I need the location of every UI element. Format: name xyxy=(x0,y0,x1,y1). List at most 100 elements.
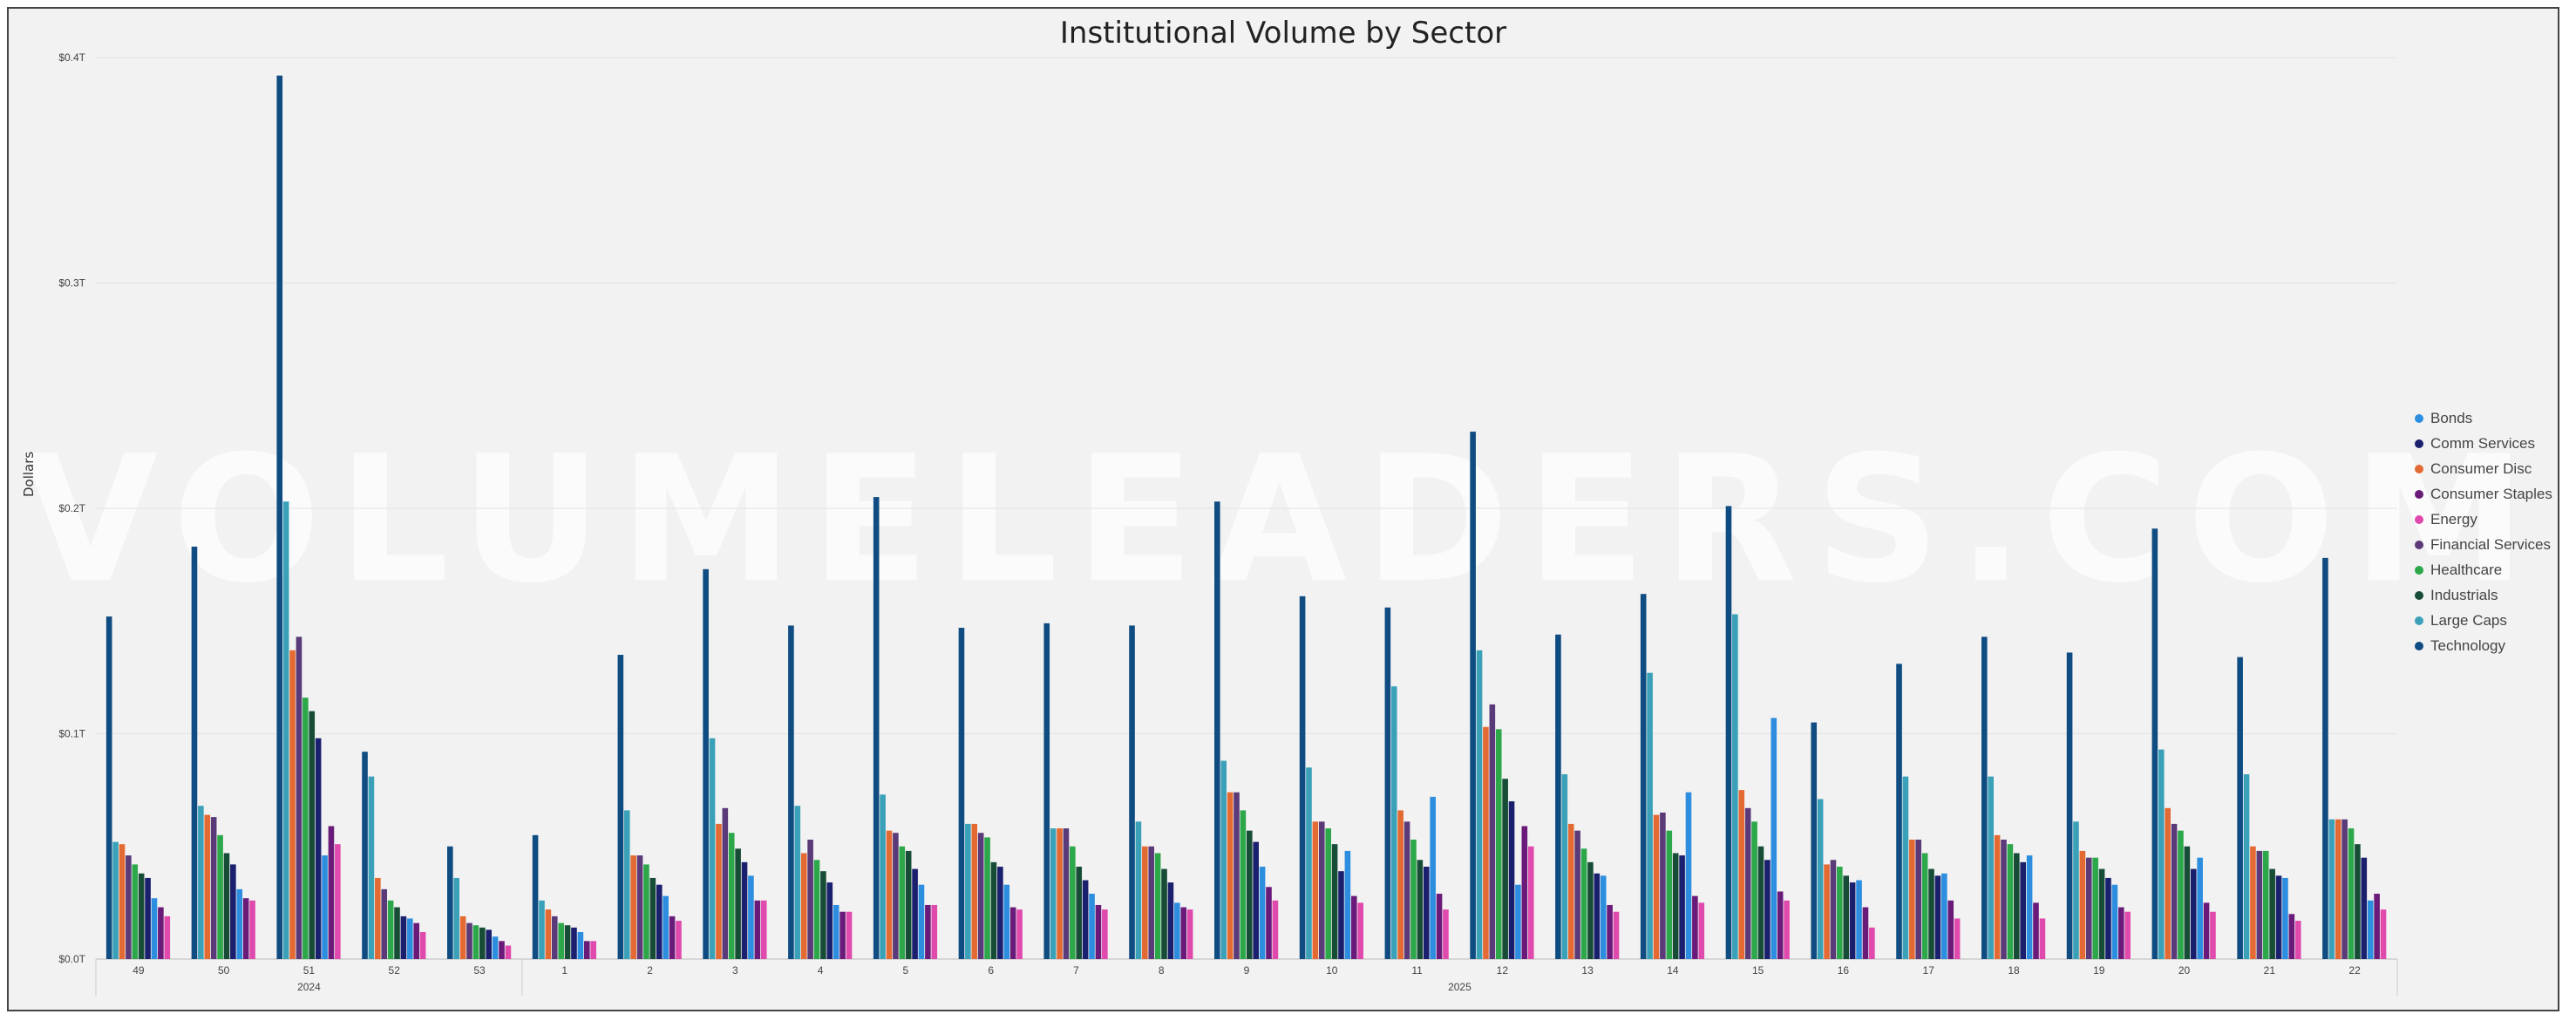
bar xyxy=(1757,846,1764,959)
bar xyxy=(486,929,492,959)
legend-item[interactable]: Bonds xyxy=(2415,405,2552,431)
legend-swatch xyxy=(2415,616,2423,625)
bar xyxy=(1266,887,1272,959)
bar xyxy=(2111,884,2118,959)
bar xyxy=(2098,868,2105,959)
x-tick-label: 14 xyxy=(1667,964,1679,977)
legend-item[interactable]: Consumer Staples xyxy=(2415,481,2552,507)
bar xyxy=(387,900,394,959)
bar xyxy=(1660,812,1666,959)
bar xyxy=(1003,884,1010,959)
bar xyxy=(1148,846,1155,959)
bar xyxy=(2165,807,2171,959)
bar xyxy=(1941,873,1947,959)
bar xyxy=(1129,625,1135,959)
bar xyxy=(2294,921,2301,959)
bar xyxy=(788,625,794,959)
bar xyxy=(447,846,453,959)
bar xyxy=(1613,911,1620,959)
x-tick-label: 15 xyxy=(1752,964,1764,977)
bar xyxy=(1227,792,1234,959)
legend-swatch xyxy=(2415,514,2423,524)
x-group-label: 2024 xyxy=(297,981,321,993)
bar xyxy=(656,884,663,959)
bar xyxy=(905,850,912,959)
bar xyxy=(741,861,748,959)
bar xyxy=(617,655,624,959)
bar xyxy=(419,931,426,959)
x-tick-label: 11 xyxy=(1411,964,1423,977)
legend-item[interactable]: Technology xyxy=(2415,633,2552,658)
legend-item[interactable]: Industrials xyxy=(2415,582,2552,608)
bar xyxy=(1397,810,1404,959)
bar xyxy=(1272,900,1279,959)
bar xyxy=(1306,767,1312,959)
bar xyxy=(1009,907,1016,959)
legend-swatch xyxy=(2415,641,2423,650)
bar xyxy=(1417,860,1424,959)
bar xyxy=(1849,882,1856,959)
bar xyxy=(1214,501,1220,959)
bar xyxy=(1344,850,1351,959)
bar xyxy=(230,864,236,959)
bar xyxy=(1430,796,1436,959)
bar xyxy=(1725,506,1732,959)
legend-item[interactable]: Large Caps xyxy=(2415,608,2552,633)
legend-label: Consumer Staples xyxy=(2430,485,2552,502)
legend-label: Comm Services xyxy=(2430,434,2535,452)
bar xyxy=(2288,914,2295,959)
bar xyxy=(2361,857,2368,959)
bar xyxy=(2282,877,2288,959)
bar xyxy=(1174,902,1180,959)
y-tick-label: $0.0T xyxy=(58,953,85,965)
bar xyxy=(1824,864,1830,959)
bar xyxy=(807,839,813,959)
x-tick-label: 50 xyxy=(218,964,230,977)
bar xyxy=(413,922,420,959)
bar xyxy=(1934,875,1941,959)
bar xyxy=(479,927,486,959)
bar xyxy=(2085,857,2092,959)
bar xyxy=(1915,839,1922,959)
bar xyxy=(112,841,119,959)
legend-item[interactable]: Comm Services xyxy=(2415,431,2552,456)
bar xyxy=(1856,880,1862,959)
bar xyxy=(2158,749,2165,959)
bar xyxy=(1063,828,1070,959)
bar xyxy=(2355,844,2361,959)
bar xyxy=(2117,907,2124,959)
x-tick-label: 2 xyxy=(647,964,653,977)
bar xyxy=(2237,657,2243,959)
legend-item[interactable]: Financial Services xyxy=(2415,532,2552,557)
bar xyxy=(2256,850,2263,959)
y-tick-label: $0.1T xyxy=(58,728,85,740)
bar xyxy=(2066,652,2073,959)
bar xyxy=(551,915,558,959)
legend-swatch xyxy=(2415,540,2423,549)
bar xyxy=(2262,850,2269,959)
bar xyxy=(1574,830,1580,959)
bar xyxy=(748,875,754,959)
bar xyxy=(899,846,906,959)
legend-item[interactable]: Healthcare xyxy=(2415,557,2552,582)
bar xyxy=(1043,623,1050,959)
y-tick-label: $0.2T xyxy=(58,502,85,514)
legend-item[interactable]: Consumer Disc xyxy=(2415,456,2552,481)
bar xyxy=(1102,909,1108,959)
x-tick-label: 53 xyxy=(473,964,486,977)
bar xyxy=(1331,844,1338,959)
watermark-logo: VOLUMELEADERS.COM xyxy=(23,419,2544,622)
legend-label: Healthcare xyxy=(2430,561,2503,578)
bar xyxy=(375,877,381,959)
legend-item[interactable]: Energy xyxy=(2415,507,2552,532)
x-tick-label: 8 xyxy=(1159,964,1165,977)
bar xyxy=(564,925,571,959)
bar xyxy=(1338,871,1344,959)
bar xyxy=(2348,828,2355,959)
bar xyxy=(1954,918,1961,959)
bar xyxy=(826,882,833,959)
bar xyxy=(1928,868,1934,959)
bar xyxy=(249,900,255,959)
legend-label: Consumer Disc xyxy=(2430,459,2532,477)
bar xyxy=(760,900,767,959)
